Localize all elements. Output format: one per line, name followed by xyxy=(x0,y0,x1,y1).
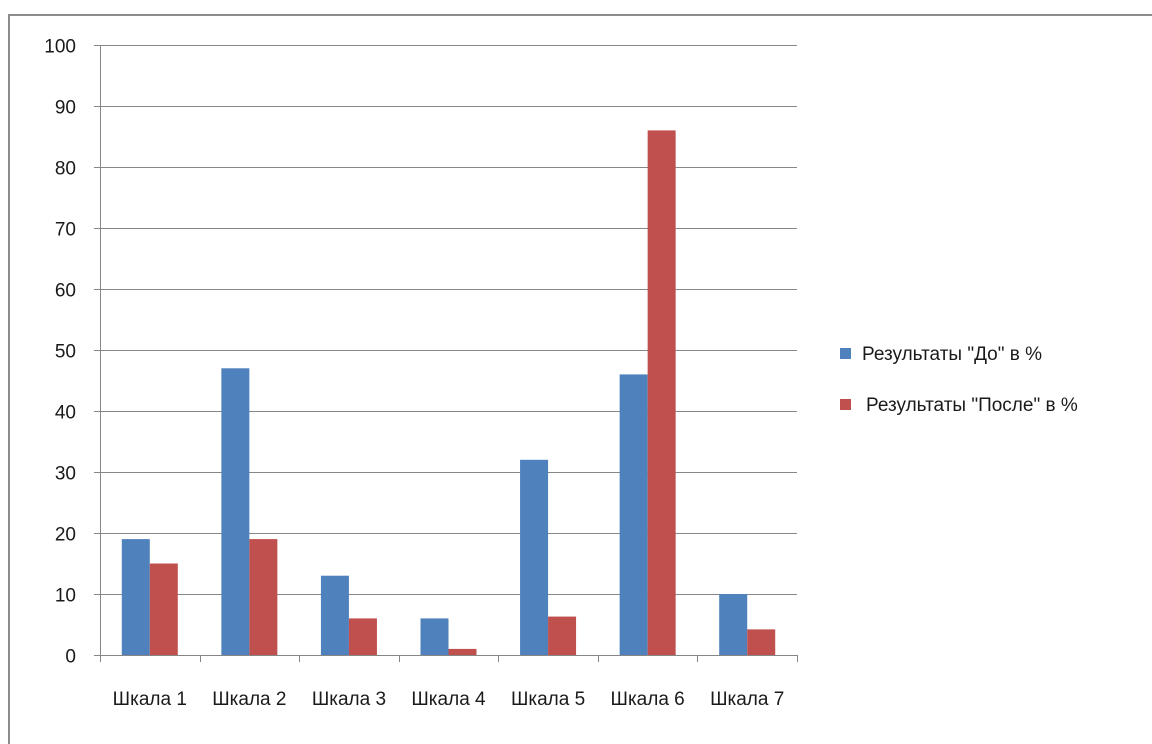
x-tick-label: Шкала 4 xyxy=(411,689,486,710)
y-tick-label: 90 xyxy=(55,98,76,119)
legend-swatch xyxy=(840,348,851,359)
bar xyxy=(149,563,178,655)
legend-label: Результаты "До" в % xyxy=(862,344,1042,365)
bar xyxy=(221,368,250,655)
bar xyxy=(520,459,549,655)
y-tick-label: 10 xyxy=(55,586,76,607)
y-tick-label: 0 xyxy=(65,647,76,668)
axes xyxy=(94,45,798,662)
legend: Результаты "До" в % Результаты "После" в … xyxy=(840,344,1078,416)
bar xyxy=(320,575,349,655)
x-tick-label: Шкала 1 xyxy=(113,689,187,710)
bar xyxy=(420,618,449,655)
bar xyxy=(348,618,377,655)
bar xyxy=(619,374,648,655)
bar xyxy=(719,594,748,655)
bar xyxy=(747,629,776,655)
y-tick-label: 30 xyxy=(55,464,76,485)
bar xyxy=(448,648,477,655)
y-tick-label: 50 xyxy=(55,342,76,363)
x-tick-label: Шкала 7 xyxy=(710,689,784,710)
x-tick-label: Шкала 2 xyxy=(212,689,286,710)
y-tick-label: 60 xyxy=(55,281,76,302)
x-tick-label: Шкала 6 xyxy=(611,689,685,710)
legend-swatch xyxy=(840,399,851,410)
bar xyxy=(249,539,278,655)
bar xyxy=(121,539,150,655)
x-tick-label: Шкала 3 xyxy=(312,689,386,710)
y-tick-label: 70 xyxy=(55,220,76,241)
gridlines xyxy=(94,45,797,595)
y-tick-labels: 0 10 20 30 40 50 60 70 80 90 100 xyxy=(44,37,76,668)
chart-frame xyxy=(8,14,1152,744)
y-tick-label: 20 xyxy=(55,525,76,546)
bar xyxy=(548,616,577,655)
x-tick-label: Шкала 5 xyxy=(511,689,585,710)
bars xyxy=(121,130,776,655)
y-tick-label: 80 xyxy=(55,159,76,180)
bar xyxy=(647,130,676,655)
legend-label: Результаты "После" в % xyxy=(866,395,1078,416)
y-tick-label: 40 xyxy=(55,403,76,424)
x-tick-labels: Шкала 1 Шкала 2 Шкала 3 Шкала 4 Шкала 5 Шкала… xyxy=(113,689,785,710)
y-tick-label: 100 xyxy=(44,37,76,58)
